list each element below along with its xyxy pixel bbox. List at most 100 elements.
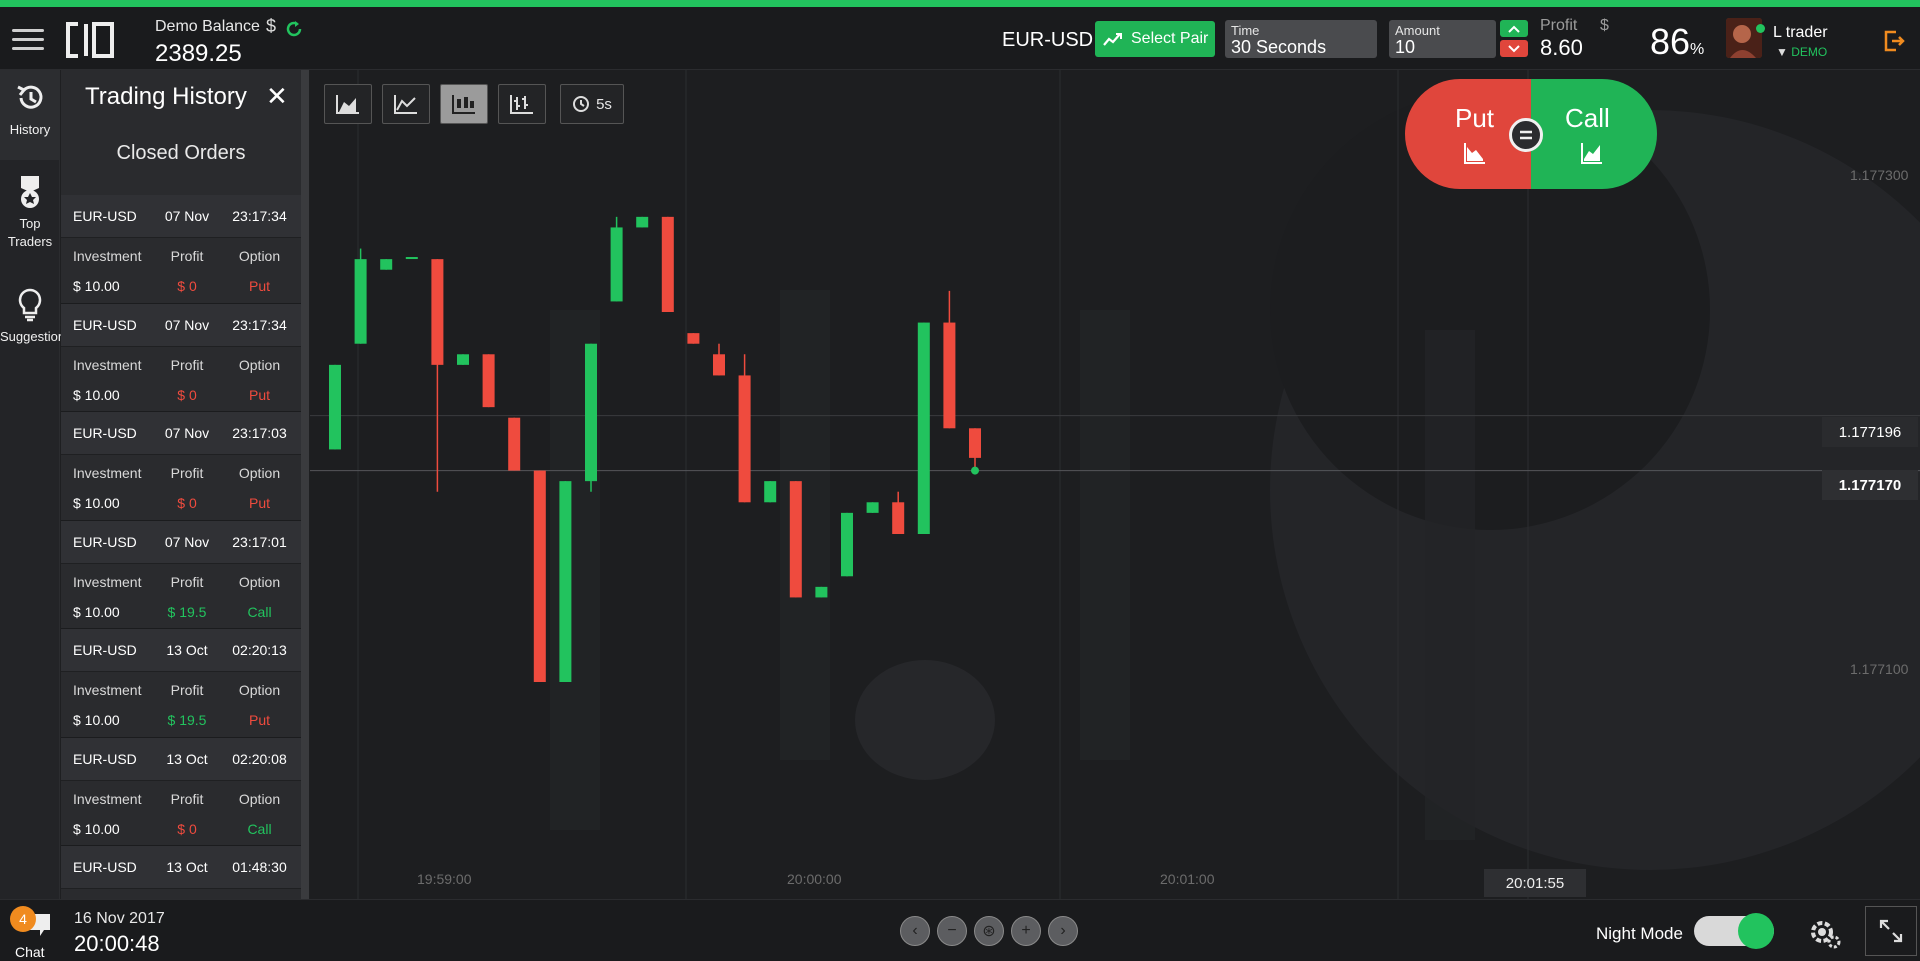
candle-body — [738, 375, 751, 503]
candle-body — [815, 586, 828, 598]
order-date: 07 Nov — [164, 533, 210, 550]
gear-icon[interactable] — [1806, 914, 1842, 950]
account-mode-dropdown[interactable]: ▼ DEMO — [1776, 45, 1827, 59]
list-item[interactable]: EUR-USD 07 Nov 23:17:01 Investment Profit Opt… — [61, 520, 301, 629]
candle-body — [713, 354, 725, 376]
candle-body — [841, 512, 853, 577]
x-tick-label: 20:00:00 — [787, 871, 842, 887]
history-scrollbar[interactable] — [301, 70, 309, 899]
payout-percent: 86% — [1650, 21, 1704, 63]
order-profit: $ 0 — [177, 495, 197, 511]
fullscreen-button[interactable] — [1865, 906, 1917, 956]
logout-icon[interactable] — [1882, 29, 1906, 53]
list-item[interactable]: EUR-USD 13 Oct 01:48:30 — [61, 846, 301, 899]
zoom-in-button[interactable]: + — [1011, 916, 1041, 946]
price-chart[interactable]: 5s Put Call 1.177196 1.177170 1.177300 1… — [310, 70, 1920, 899]
investment-label: Investment — [73, 356, 142, 373]
candle-body — [892, 502, 905, 534]
night-mode-toggle-knob[interactable] — [1738, 913, 1774, 949]
call-label: Call — [1565, 103, 1610, 133]
sidebar-item-history[interactable]: History — [0, 70, 60, 160]
chart-up-icon — [1581, 143, 1602, 164]
order-pair: EUR-USD — [73, 859, 137, 875]
option-label: Option — [238, 573, 281, 590]
trading-history-panel: Trading History ✕ Closed Orders EUR-USD 0… — [61, 70, 301, 899]
candle-body — [380, 259, 393, 270]
lightbulb-icon — [18, 288, 42, 322]
option-label: Option — [238, 465, 281, 481]
scroll-right-button[interactable]: › — [1048, 916, 1078, 946]
panel-title: Trading History — [85, 83, 247, 110]
scroll-left-button[interactable]: ‹ — [900, 916, 930, 946]
list-item[interactable]: EUR-USD 07 Nov 23:17:34 Investment Profit Opt… — [61, 303, 301, 412]
candlestick-chart-button[interactable] — [440, 84, 488, 124]
candle-body — [431, 259, 444, 365]
background-decoration — [855, 660, 995, 780]
order-column-labels: Investment Profit Option — [61, 455, 301, 481]
expand-icon — [1879, 919, 1903, 943]
profit-label: Profit — [170, 790, 204, 807]
order-header: EUR-USD 07 Nov 23:17:01 — [61, 520, 301, 564]
candle-body — [405, 257, 418, 260]
order-investment: $ 10.00 — [73, 603, 120, 620]
candle-body — [508, 417, 521, 471]
profit-label: Profit — [170, 573, 204, 590]
background-decoration — [1425, 330, 1475, 840]
current-pair: EUR-USD — [1002, 29, 1094, 51]
interval-selector[interactable]: 5s — [560, 84, 624, 124]
order-date: 13 Oct — [166, 642, 208, 658]
order-column-labels: Investment Profit Option — [61, 238, 301, 264]
call-button[interactable]: Call — [1531, 79, 1657, 189]
refresh-icon[interactable] — [284, 19, 304, 39]
reset-view-button[interactable]: ⊛ — [974, 916, 1004, 946]
history-icon — [17, 85, 43, 109]
interval-value: 5s — [596, 95, 612, 113]
logo-icon — [66, 22, 114, 58]
zoom-out-button[interactable]: − — [937, 916, 967, 946]
left-sidebar: History Top Traders Suggestion — [0, 70, 65, 899]
order-pair: EUR-USD — [73, 425, 137, 441]
list-item[interactable]: EUR-USD 13 Oct 02:20:08 Investment Profit Opt… — [61, 737, 301, 846]
chat-button[interactable]: 4 Chat — [8, 904, 58, 960]
close-icon[interactable]: ✕ — [266, 81, 288, 111]
top-bar: Demo Balance 2389.25 $ EUR-USD Select Pa… — [0, 7, 1920, 70]
avatar[interactable] — [1726, 18, 1762, 58]
time-label: Time — [1231, 23, 1260, 38]
ohlc-chart-button[interactable] — [498, 84, 546, 124]
candle-body — [354, 259, 367, 344]
plus-icon: + — [1021, 922, 1031, 939]
order-values: $ 10.00 $ 0 Call — [61, 807, 301, 837]
amount-decrease-button[interactable] — [1500, 40, 1528, 57]
list-item[interactable]: EUR-USD 07 Nov 23:17:03 Investment Profit Opt… — [61, 412, 301, 521]
option-label: Option — [238, 682, 281, 698]
dropdown-arrow-icon: ▼ — [1776, 45, 1788, 59]
current-price-marker — [971, 466, 979, 475]
order-option: Put — [248, 386, 270, 403]
list-item[interactable]: EUR-USD 13 Oct 02:20:13 Investment Profit Opt… — [61, 629, 301, 738]
bottom-bar: 4 Chat 16 Nov 2017 20:00:48 ‹ − ⊛ + › Ni… — [0, 899, 1920, 961]
order-values: $ 10.00 $ 0 Put — [61, 373, 301, 403]
sidebar-item-suggestions[interactable]: Suggestion — [0, 283, 65, 363]
order-values: $ 10.00 $ 19.5 Put — [61, 698, 301, 728]
user-name[interactable]: L trader — [1773, 24, 1828, 41]
sidebar-item-top-traders[interactable]: Top Traders — [0, 170, 60, 270]
night-mode-label: Night Mode — [1596, 924, 1683, 943]
clock-icon — [573, 96, 590, 112]
balance-currency: $ — [266, 16, 277, 36]
candle-body — [559, 481, 572, 682]
x-tick-label: 19:59:00 — [417, 871, 472, 887]
order-profit: $ 19.5 — [167, 712, 207, 728]
line-chart-button[interactable] — [382, 84, 430, 124]
candlestick-chart — [310, 70, 1920, 899]
option-label: Option — [238, 248, 281, 264]
time-field[interactable]: Time 30 Seconds — [1225, 20, 1377, 58]
select-pair-button[interactable]: Select Pair — [1095, 21, 1215, 57]
list-item[interactable]: EUR-USD 07 Nov 23:17:34 Investment Profit Opt… — [61, 195, 301, 304]
order-header: EUR-USD 13 Oct 02:20:13 — [61, 629, 301, 672]
amount-field[interactable]: Amount 10 — [1389, 20, 1496, 58]
menu-icon[interactable] — [12, 29, 44, 51]
amount-increase-button[interactable] — [1500, 20, 1528, 37]
order-header: EUR-USD 07 Nov 23:17:34 — [61, 303, 301, 347]
area-chart-button[interactable] — [324, 84, 372, 124]
payout-unit: % — [1690, 41, 1705, 58]
